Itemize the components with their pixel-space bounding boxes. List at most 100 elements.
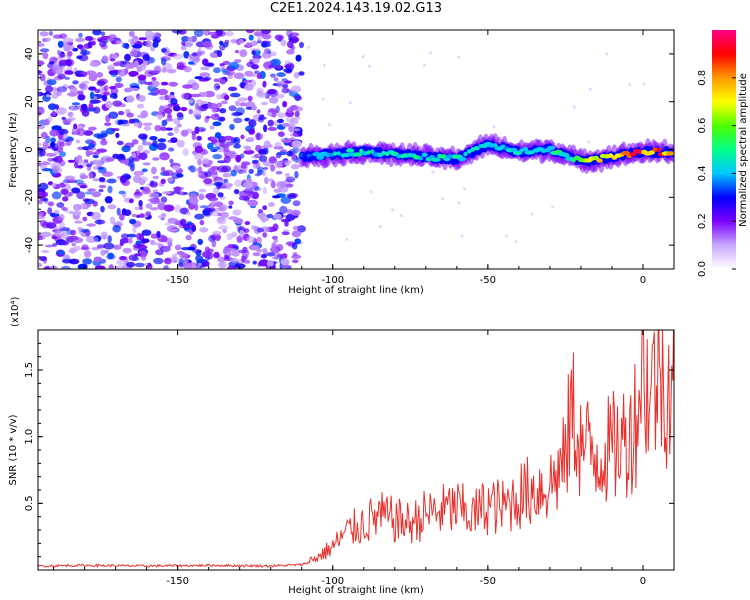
- noise-blob: [133, 170, 145, 176]
- noise-blob: [197, 238, 203, 245]
- noise-blob: [119, 213, 125, 221]
- signal-core: [418, 156, 424, 161]
- noise-blob: [133, 122, 139, 127]
- noise-blob: [229, 257, 239, 263]
- noise-blob: [54, 226, 63, 230]
- noise-blob: [106, 178, 117, 184]
- noise-blob: [237, 169, 244, 174]
- noise-blob: [221, 100, 228, 105]
- noise-blob: [273, 188, 282, 193]
- noise-blob: [76, 128, 86, 137]
- noise-blob: [143, 125, 152, 131]
- noise-blob: [208, 235, 216, 243]
- noise-blob: [219, 79, 226, 85]
- noise-blob: [202, 40, 213, 47]
- noise-blob: [177, 123, 182, 128]
- noise-blob: [188, 196, 199, 205]
- noise-blob: [52, 34, 63, 39]
- noise-blob: [96, 219, 102, 225]
- noise-blob: [52, 165, 60, 174]
- noise-blob: [187, 36, 193, 42]
- noise-blob: [256, 227, 265, 233]
- noise-speck: [378, 224, 382, 228]
- noise-blob: [61, 241, 69, 246]
- noise-blob: [215, 30, 223, 37]
- noise-blob: [292, 225, 301, 231]
- noise-blob: [259, 155, 268, 163]
- signal-core: [370, 149, 375, 154]
- noise-blob: [131, 213, 138, 218]
- noise-speck: [605, 52, 609, 56]
- noise-blob: [244, 84, 254, 91]
- noise-blob: [276, 80, 283, 88]
- noise-blob: [233, 138, 239, 143]
- colorbar: 0.0 0.2 0.4 0.6 0.8 Normalized spectral ampl…: [697, 30, 749, 277]
- noise-blob: [262, 232, 268, 238]
- noise-blob: [254, 173, 261, 177]
- noise-blob: [213, 83, 221, 91]
- noise-blob: [251, 50, 256, 56]
- noise-blob: [291, 153, 297, 162]
- noise-speck: [642, 82, 646, 86]
- noise-blob: [233, 59, 242, 63]
- noise-blob: [50, 137, 56, 143]
- noise-blob: [93, 151, 101, 155]
- noise-blob: [217, 192, 224, 198]
- noise-blob: [51, 125, 62, 131]
- noise-speck: [588, 87, 592, 91]
- noise-speck: [345, 237, 349, 241]
- noise-blob: [183, 66, 192, 73]
- x-tick-label: -50: [480, 576, 496, 587]
- noise-blob: [191, 132, 197, 141]
- noise-blob: [38, 70, 43, 74]
- noise-blob: [182, 84, 193, 89]
- noise-speck: [514, 240, 518, 244]
- noise-blob: [159, 152, 170, 161]
- noise-blob: [119, 176, 127, 184]
- noise-blob: [38, 107, 45, 115]
- noise-blob: [160, 81, 169, 86]
- noise-blob: [245, 106, 254, 110]
- noise-blob: [292, 259, 299, 264]
- noise-blob: [270, 180, 276, 189]
- noise-blob: [84, 36, 94, 41]
- signal-core: [629, 152, 637, 157]
- noise-blob: [275, 105, 280, 114]
- signal-core: [366, 150, 371, 155]
- signal-core: [656, 147, 662, 153]
- noise-blob: [119, 159, 128, 164]
- noise-blob: [181, 35, 190, 42]
- noise-blob: [284, 64, 292, 69]
- noise-blob: [262, 187, 267, 194]
- noise-blob: [103, 242, 115, 250]
- noise-blob: [152, 41, 159, 48]
- signal-core: [652, 147, 659, 152]
- noise-blob: [266, 213, 274, 219]
- noise-blob: [94, 88, 101, 94]
- noise-blob: [77, 90, 84, 96]
- noise-blob: [250, 40, 258, 47]
- noise-blob: [290, 32, 300, 37]
- noise-blob: [184, 39, 194, 48]
- noise-blob: [142, 122, 153, 126]
- noise-blob: [149, 136, 158, 141]
- noise-blob: [42, 141, 49, 149]
- noise-blob: [220, 211, 229, 218]
- spectrogram-panel: -150 -100 -50 0 -40 -20 0 20 40 Height of straig…: [8, 29, 675, 296]
- noise-blob: [47, 157, 54, 162]
- y-tick-label: 1.5: [24, 362, 35, 378]
- noise-speck: [399, 214, 403, 218]
- noise-blob: [228, 105, 237, 112]
- noise-blob: [130, 87, 140, 92]
- noise-blob: [219, 40, 224, 46]
- noise-blob: [262, 248, 268, 253]
- noise-blob: [239, 49, 248, 58]
- noise-blob: [193, 109, 202, 117]
- noise-blob: [111, 53, 118, 59]
- noise-blob: [168, 81, 178, 87]
- noise-blob: [62, 207, 68, 212]
- noise-blob: [168, 147, 175, 152]
- noise-blob: [57, 73, 66, 80]
- noise-blob: [284, 60, 291, 66]
- noise-blob: [225, 252, 234, 256]
